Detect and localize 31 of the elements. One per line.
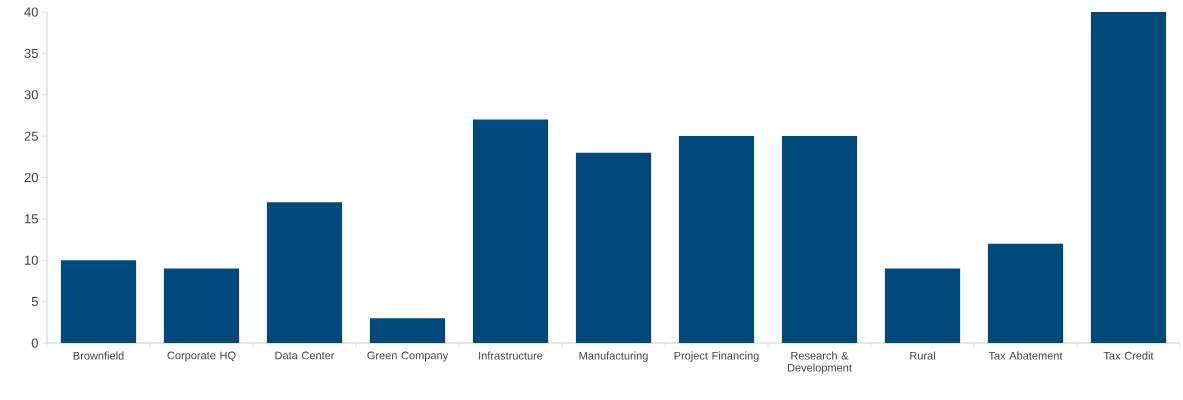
bar bbox=[781, 136, 858, 343]
y-tick-label: 40 bbox=[24, 7, 38, 17]
y-tick-label: 20 bbox=[24, 172, 38, 183]
bar bbox=[266, 202, 343, 343]
x-tick-label: Tax Abatement bbox=[988, 351, 1063, 360]
x-tick-label: Rural bbox=[910, 351, 935, 360]
bar bbox=[575, 152, 652, 343]
y-tick-label: 25 bbox=[24, 131, 38, 141]
bar bbox=[163, 268, 240, 343]
bar bbox=[472, 119, 549, 343]
x-tick-label: Tax Credit bbox=[1103, 351, 1154, 360]
y-tick-label: 15 bbox=[25, 214, 38, 224]
bar bbox=[1090, 12, 1167, 343]
bar bbox=[369, 318, 446, 343]
y-tick-label: 30 bbox=[24, 90, 38, 100]
x-tick-label: Corporate HQ bbox=[167, 351, 236, 362]
y-tick-label: 5 bbox=[31, 297, 38, 307]
bar bbox=[884, 268, 961, 343]
y-tick-label: 0 bbox=[31, 338, 38, 348]
x-tick-label: Project Financing bbox=[674, 351, 759, 362]
y-tick-label: 35 bbox=[24, 48, 38, 58]
bar bbox=[987, 243, 1064, 343]
x-tick-label: Green Company bbox=[367, 351, 449, 362]
bar bbox=[60, 260, 137, 343]
bar bbox=[678, 136, 755, 343]
x-tick-label: Data Center bbox=[275, 351, 335, 360]
x-tick-label: Brownfield bbox=[73, 351, 124, 360]
x-tick-label: Research & Development bbox=[788, 351, 852, 374]
y-tick-label: 10 bbox=[25, 255, 38, 265]
x-tick-label: Manufacturing bbox=[579, 351, 648, 362]
x-tick-label: Infrastructure bbox=[479, 351, 543, 360]
